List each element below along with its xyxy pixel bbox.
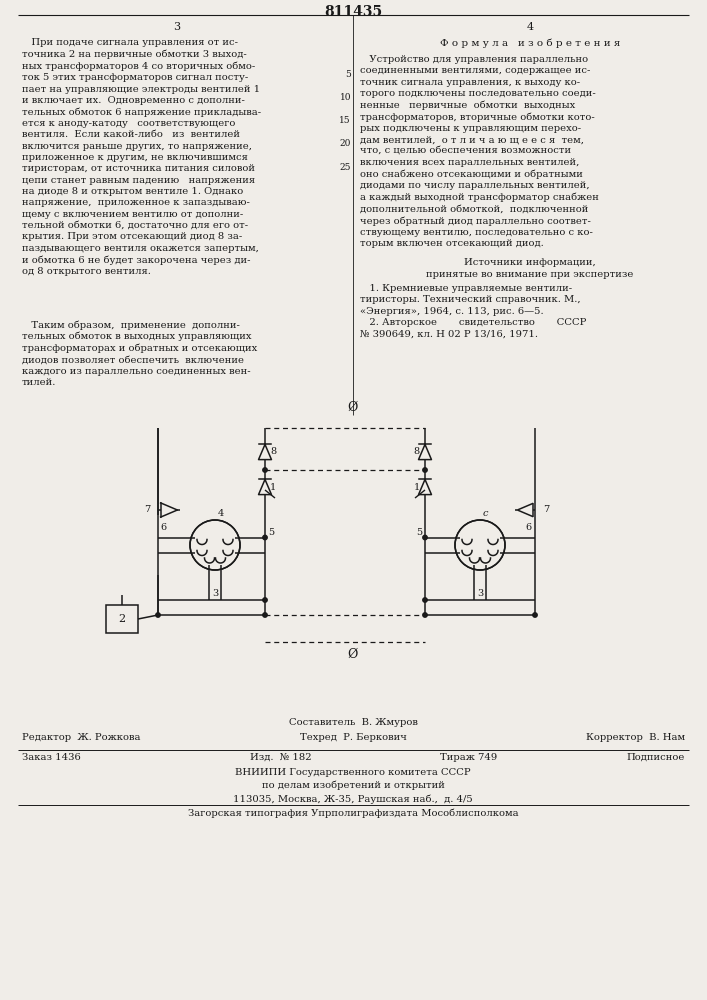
Text: Ф о р м у л а   и з о б р е т е н и я: Ф о р м у л а и з о б р е т е н и я xyxy=(440,38,620,47)
Text: 15: 15 xyxy=(339,116,351,125)
Text: 2. Авторское       свидетельство       СССР
№ 390649, кл. Н 02 Р 13/16, 1971.: 2. Авторское свидетельство СССР № 390649… xyxy=(360,318,586,338)
Text: 8: 8 xyxy=(414,448,420,456)
Text: по делам изобретений и открытий: по делам изобретений и открытий xyxy=(262,781,445,790)
Text: 5: 5 xyxy=(345,70,351,79)
Text: Техред  Р. Беркович: Техред Р. Беркович xyxy=(300,733,407,742)
Circle shape xyxy=(263,468,267,472)
Text: 8: 8 xyxy=(270,448,276,456)
Text: Загорская типография Упрполиграфиздата Мособлисполкома: Загорская типография Упрполиграфиздата М… xyxy=(187,808,518,818)
Text: 10: 10 xyxy=(339,93,351,102)
Bar xyxy=(106,605,138,633)
Text: Ø: Ø xyxy=(348,648,358,661)
Text: 6: 6 xyxy=(160,523,166,532)
Text: 4: 4 xyxy=(218,509,224,518)
Circle shape xyxy=(263,598,267,602)
Circle shape xyxy=(263,613,267,617)
Text: 3: 3 xyxy=(173,22,180,32)
Text: c: c xyxy=(483,509,489,518)
Text: Подписное: Подписное xyxy=(626,753,685,762)
Text: 4: 4 xyxy=(527,22,534,32)
Text: Изд.  № 182: Изд. № 182 xyxy=(250,753,312,762)
Text: 1: 1 xyxy=(270,483,276,491)
Circle shape xyxy=(423,468,427,472)
Circle shape xyxy=(423,613,427,617)
Text: Таким образом,  применение  дополни-
тельных обмоток в выходных управляющих
тран: Таким образом, применение дополни- тельн… xyxy=(22,320,257,387)
Text: Ø: Ø xyxy=(348,401,358,414)
Text: ВНИИПИ Государственного комитета СССР: ВНИИПИ Государственного комитета СССР xyxy=(235,768,471,777)
Text: 3: 3 xyxy=(212,589,218,598)
Text: принятые во внимание при экспертизе: принятые во внимание при экспертизе xyxy=(426,270,633,279)
Text: 5: 5 xyxy=(416,528,422,537)
Text: 3: 3 xyxy=(477,589,483,598)
Text: 1: 1 xyxy=(414,483,420,491)
Text: 811435: 811435 xyxy=(324,5,382,19)
Text: 25: 25 xyxy=(339,163,351,172)
Circle shape xyxy=(533,613,537,617)
Text: Корректор  В. Нам: Корректор В. Нам xyxy=(586,733,685,742)
Text: При подаче сигнала управления от ис-
точника 2 на первичные обмотки 3 выход-
ных: При подаче сигнала управления от ис- точ… xyxy=(22,38,261,276)
Text: Редактор  Ж. Рожкова: Редактор Ж. Рожкова xyxy=(22,733,141,742)
Text: 7: 7 xyxy=(144,506,150,514)
Text: Тираж 749: Тираж 749 xyxy=(440,753,497,762)
Circle shape xyxy=(455,520,505,570)
Text: 5: 5 xyxy=(268,528,274,537)
Text: Устройство для управления параллельно
соединенными вентилями, содержащее ис-
точ: Устройство для управления параллельно со… xyxy=(360,55,599,248)
Text: Заказ 1436: Заказ 1436 xyxy=(22,753,81,762)
Circle shape xyxy=(423,598,427,602)
Text: 113035, Москва, Ж-35, Раушская наб.,  д. 4/5: 113035, Москва, Ж-35, Раушская наб., д. … xyxy=(233,794,473,804)
Text: 6: 6 xyxy=(526,523,532,532)
Text: 7: 7 xyxy=(543,506,549,514)
Circle shape xyxy=(156,613,160,617)
Circle shape xyxy=(423,535,427,540)
Circle shape xyxy=(263,535,267,540)
Text: 1. Кремниевые управляемые вентили-
тиристоры. Технический справочник. М.,
«Энерг: 1. Кремниевые управляемые вентили- тирис… xyxy=(360,284,580,316)
Circle shape xyxy=(190,520,240,570)
Text: Источники информации,: Источники информации, xyxy=(464,258,596,267)
Text: 2: 2 xyxy=(119,614,126,624)
Text: 20: 20 xyxy=(339,139,351,148)
Text: Составитель  В. Жмуров: Составитель В. Жмуров xyxy=(288,718,417,727)
